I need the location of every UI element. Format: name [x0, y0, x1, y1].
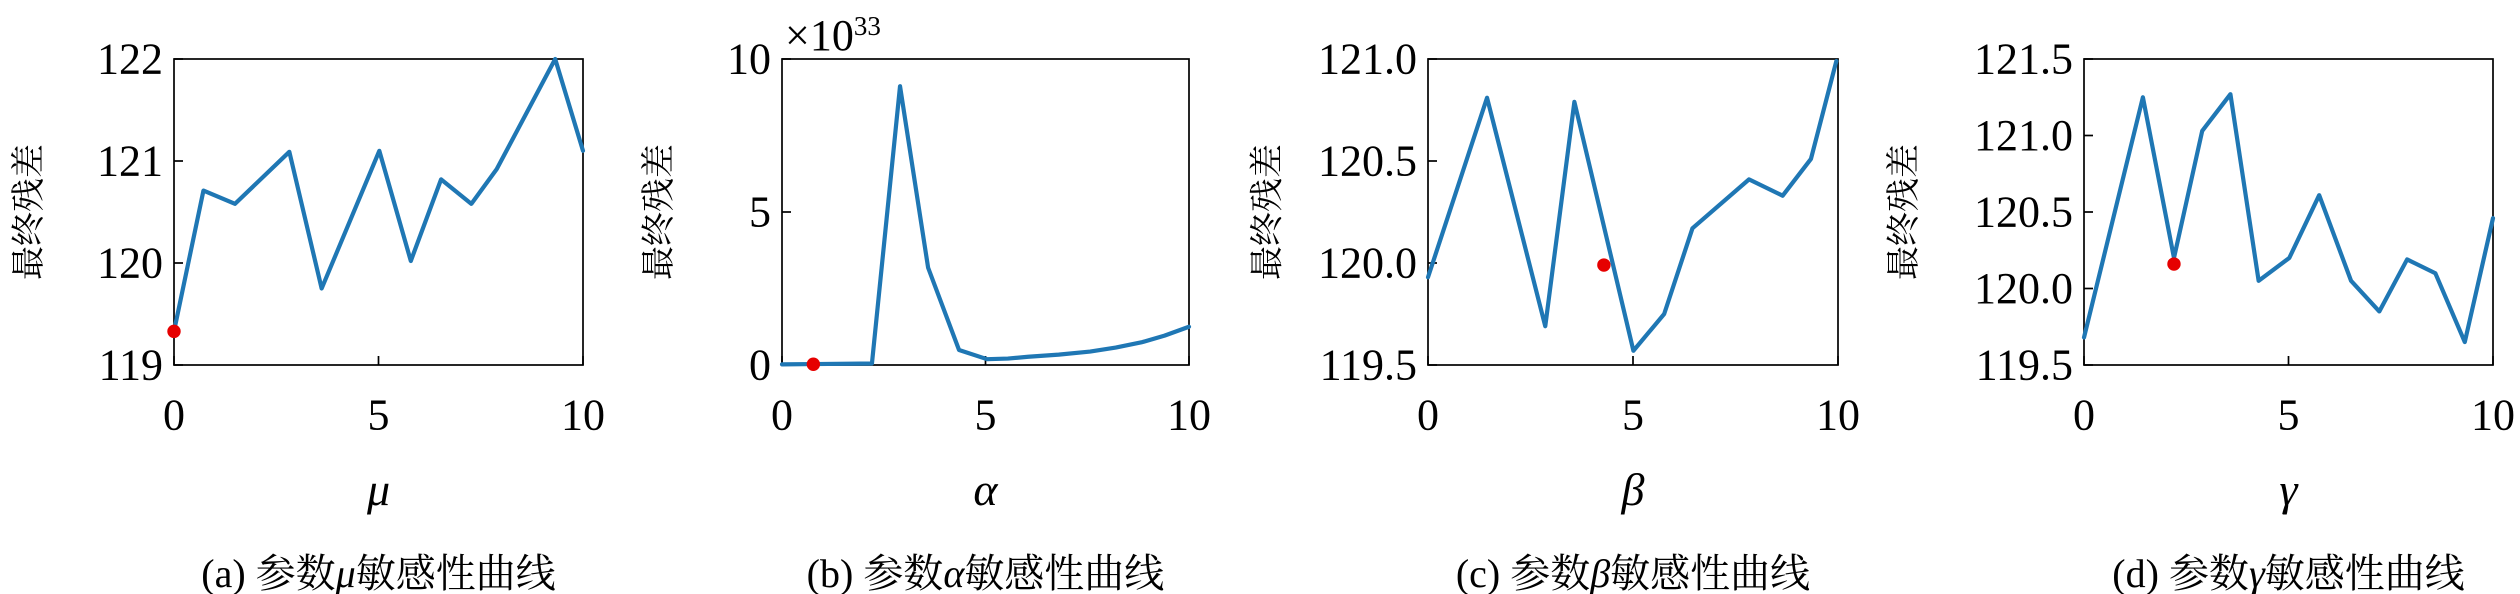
- svg-text:最终残差: 最终残差: [640, 144, 678, 280]
- svg-text:120: 120: [97, 239, 163, 288]
- svg-text:5: 5: [2278, 390, 2300, 439]
- svg-text:μ: μ: [366, 464, 390, 515]
- svg-text:120.5: 120.5: [1974, 188, 2073, 237]
- svg-text:(c) 参数β敏感性曲线: (c) 参数β敏感性曲线: [1456, 551, 1810, 594]
- svg-text:10: 10: [1816, 390, 1860, 439]
- svg-text:121.0: 121.0: [1974, 111, 2073, 160]
- svg-text:121.0: 121.0: [1318, 35, 1417, 84]
- svg-text:最终残差: 最终残差: [10, 144, 48, 280]
- svg-text:(b) 参数α敏感性曲线: (b) 参数α敏感性曲线: [807, 551, 1165, 594]
- svg-text:0: 0: [749, 341, 771, 390]
- svg-text:(d) 参数γ敏感性曲线: (d) 参数γ敏感性曲线: [2112, 551, 2464, 594]
- svg-text:0: 0: [771, 390, 793, 439]
- svg-text:5: 5: [368, 390, 390, 439]
- svg-text:119.5: 119.5: [1976, 341, 2073, 390]
- svg-text:5: 5: [975, 390, 997, 439]
- svg-text:(a) 参数μ敏感性曲线: (a) 参数μ敏感性曲线: [201, 551, 555, 594]
- svg-text:120.0: 120.0: [1974, 264, 2073, 313]
- svg-text:119.5: 119.5: [1320, 341, 1417, 390]
- svg-text:0: 0: [163, 390, 185, 439]
- svg-text:5: 5: [749, 188, 771, 237]
- svg-text:β: β: [1621, 464, 1645, 515]
- svg-text:α: α: [973, 464, 998, 515]
- svg-text:122: 122: [97, 35, 163, 84]
- svg-text:10: 10: [2471, 390, 2515, 439]
- svg-text:10: 10: [1167, 390, 1211, 439]
- svg-text:最终残差: 最终残差: [1249, 144, 1287, 280]
- svg-text:5: 5: [1622, 390, 1644, 439]
- svg-text:0: 0: [1417, 390, 1439, 439]
- svg-text:γ: γ: [2279, 464, 2299, 515]
- svg-text:10: 10: [727, 35, 771, 84]
- svg-text:121: 121: [97, 137, 163, 186]
- svg-text:119: 119: [99, 341, 163, 390]
- svg-text:最终残差: 最终残差: [1885, 144, 1923, 280]
- svg-text:×1033: ×1033: [785, 11, 881, 60]
- svg-text:121.5: 121.5: [1974, 35, 2073, 84]
- svg-text:120.0: 120.0: [1318, 239, 1417, 288]
- svg-text:0: 0: [2073, 390, 2095, 439]
- svg-text:120.5: 120.5: [1318, 137, 1417, 186]
- svg-text:10: 10: [561, 390, 605, 439]
